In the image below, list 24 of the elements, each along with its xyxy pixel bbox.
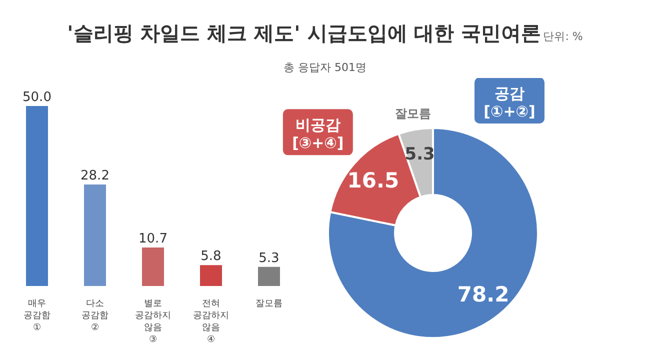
slice-label: 비공감 [③+④] bbox=[292, 116, 344, 152]
data-label: 10.7 bbox=[138, 231, 168, 246]
data-label: 78.2 bbox=[457, 282, 510, 307]
chart-title: '슬리핑 차일드 체크 제도' 시급도입에 대한 국민여론 bbox=[67, 21, 542, 45]
text: 단위: % bbox=[543, 30, 583, 43]
data-label: 28.2 bbox=[80, 168, 110, 184]
text: 총 응답자 501명 bbox=[282, 60, 368, 75]
data-label: 16.5 bbox=[347, 168, 400, 193]
data-label: 5.3 bbox=[404, 144, 435, 165]
x-tick-label: 별로 공감하지 않음 ③ bbox=[135, 299, 171, 345]
x-tick-label: 다소 공감함 ② bbox=[82, 299, 108, 333]
x-tick-label: 잘모름 bbox=[256, 299, 282, 309]
data-label: 5.3 bbox=[258, 250, 280, 266]
bar bbox=[84, 184, 106, 286]
data-label: 5.8 bbox=[200, 249, 222, 264]
bar bbox=[200, 265, 222, 286]
x-tick-label: 매우 공감함 ① bbox=[24, 299, 50, 333]
slice-label: 공감 [①+②] bbox=[484, 84, 536, 120]
bar bbox=[26, 106, 48, 286]
bar bbox=[142, 247, 164, 286]
slice-label: 잘모름 bbox=[394, 106, 431, 121]
data-label: 50.0 bbox=[22, 90, 52, 105]
bar bbox=[258, 266, 280, 286]
x-tick-label: 전혀 공감하지 않음 ④ bbox=[193, 299, 229, 345]
